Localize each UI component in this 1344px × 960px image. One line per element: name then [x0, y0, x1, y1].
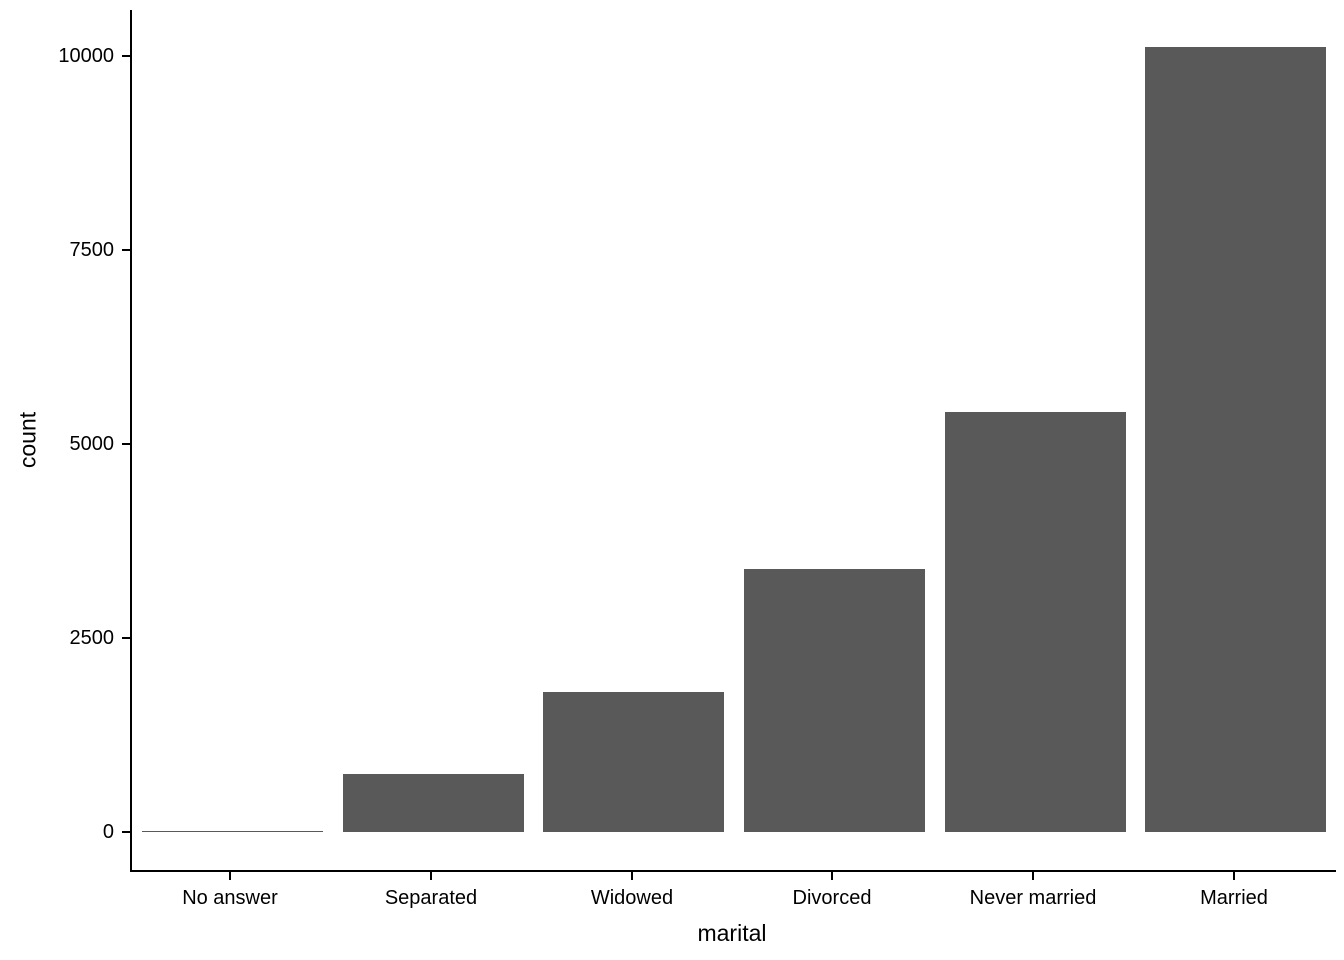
x-tick-mark	[1233, 872, 1235, 880]
x-tick-mark	[1032, 872, 1034, 880]
y-tick-label: 2500	[69, 627, 115, 649]
y-axis-title: count	[14, 411, 41, 469]
x-tick-label: Never married	[969, 887, 1097, 909]
y-tick-mark	[122, 249, 130, 251]
bar-widowed	[543, 692, 724, 832]
x-tick-label: Married	[1200, 887, 1268, 909]
y-tick-mark	[122, 443, 130, 445]
x-tick-mark	[229, 872, 231, 880]
bar-no-answer	[142, 831, 323, 832]
y-tick-label: 0	[102, 821, 114, 843]
y-tick-label: 5000	[69, 433, 115, 455]
bar-never-married	[945, 412, 1126, 832]
x-tick-label: Separated	[384, 887, 478, 909]
x-tick-mark	[831, 872, 833, 880]
y-tick-mark	[122, 831, 130, 833]
x-tick-label: Widowed	[590, 887, 674, 909]
y-tick-label: 7500	[69, 239, 115, 261]
x-axis-title: marital	[697, 920, 767, 946]
bar-married	[1145, 47, 1326, 832]
x-tick-label: Divorced	[792, 887, 872, 909]
x-tick-mark	[430, 872, 432, 880]
bar-divorced	[744, 569, 925, 832]
y-tick-mark	[122, 55, 130, 57]
plot-panel	[130, 10, 1336, 872]
x-tick-label: No answer	[182, 887, 278, 909]
x-tick-mark	[631, 872, 633, 880]
y-tick-mark	[122, 637, 130, 639]
y-tick-label: 10000	[58, 45, 114, 67]
bar-separated	[343, 774, 524, 832]
